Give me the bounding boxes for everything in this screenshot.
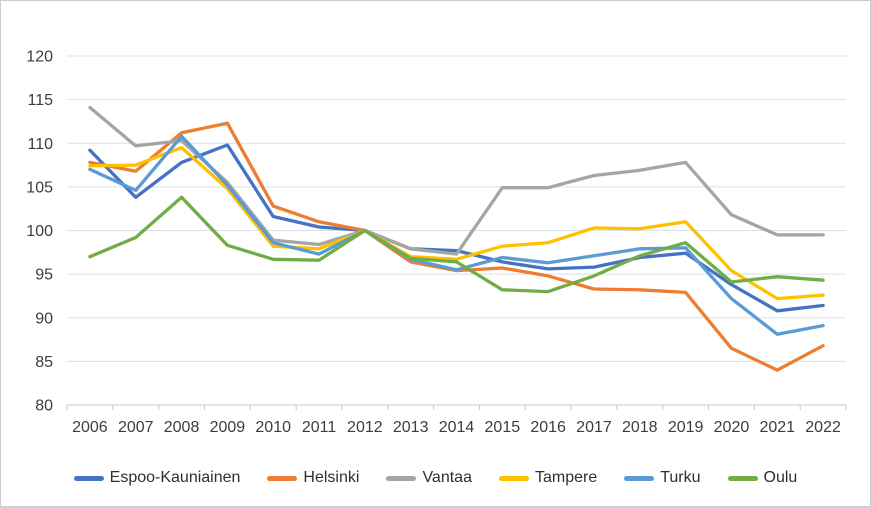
legend-swatch-tampere [498,475,529,481]
x-axis-tick-label: 2013 [393,419,429,436]
series-line-espoo-kauniainen [88,143,825,313]
legend-item-espoo-kauniainen: Espoo-Kauniainen [73,469,241,487]
y-axis-tick-label: 80 [35,398,53,415]
x-axis-tick-label: 2017 [576,419,612,436]
y-axis-tick-label: 95 [35,267,53,284]
x-axis-tick-label: 2012 [347,419,383,436]
x-axis-tick-label: 2015 [485,419,521,436]
legend-swatch-helsinki [267,475,298,481]
y-axis-tick-label: 100 [26,223,53,240]
legend-swatch-espoo-kauniainen [73,475,104,481]
legend: Espoo-Kauniainen Helsinki Vantaa Tampere Tur… [1,469,870,487]
x-axis-tick-label: 2019 [668,419,704,436]
legend-label: Helsinki [303,469,360,486]
legend-item-tampere: Tampere [498,469,598,487]
legend-item-helsinki: Helsinki [267,469,359,487]
legend-label: Vantaa [422,469,472,486]
x-axis-tick-label: 2010 [255,419,291,436]
plot-area: 80 85 90 95 100 105 110 115 120 2006 2007 2008 2009 2… [26,49,847,436]
legend-swatch-vantaa [386,475,417,481]
x-axis-tick-label: 2014 [439,419,475,436]
legend-label: Espoo-Kauniainen [109,469,241,486]
y-axis-tick-label: 90 [35,310,53,327]
y-axis-tick-label: 85 [35,354,53,371]
legend-label: Tampere [534,469,598,486]
y-axis-tick-label: 120 [26,49,53,66]
legend-item-oulu: Oulu [727,469,798,487]
x-axis-tick-label: 2011 [302,419,337,436]
x-axis-tick-label: 2008 [164,419,200,436]
series-line-oulu [88,195,825,294]
x-axis-tick-label: 2021 [759,419,795,436]
legend-label: Oulu [763,469,798,486]
y-axis-tick-label: 115 [27,92,53,109]
legend-swatch-oulu [727,475,758,481]
series-line-helsinki [88,121,825,372]
x-axis-tick-label: 2016 [530,419,566,436]
series-line-turku [88,134,825,336]
y-axis-tick-label: 105 [26,179,53,196]
legend-item-vantaa: Vantaa [386,469,472,487]
y-axis-tick-label: 110 [27,136,53,153]
x-axis-tick-label: 2009 [210,419,246,436]
x-axis-tick-label: 2007 [118,419,154,436]
legend-item-turku: Turku [624,469,701,487]
legend-swatch-turku [624,475,655,481]
legend-label: Turku [660,469,701,486]
x-axis-tick-label: 2006 [72,419,108,436]
x-axis-tick-label: 2018 [622,419,658,436]
series-line-tampere [88,145,825,301]
x-axis-tick-label: 2022 [805,419,841,436]
x-axis-tick-label: 2020 [714,419,750,436]
